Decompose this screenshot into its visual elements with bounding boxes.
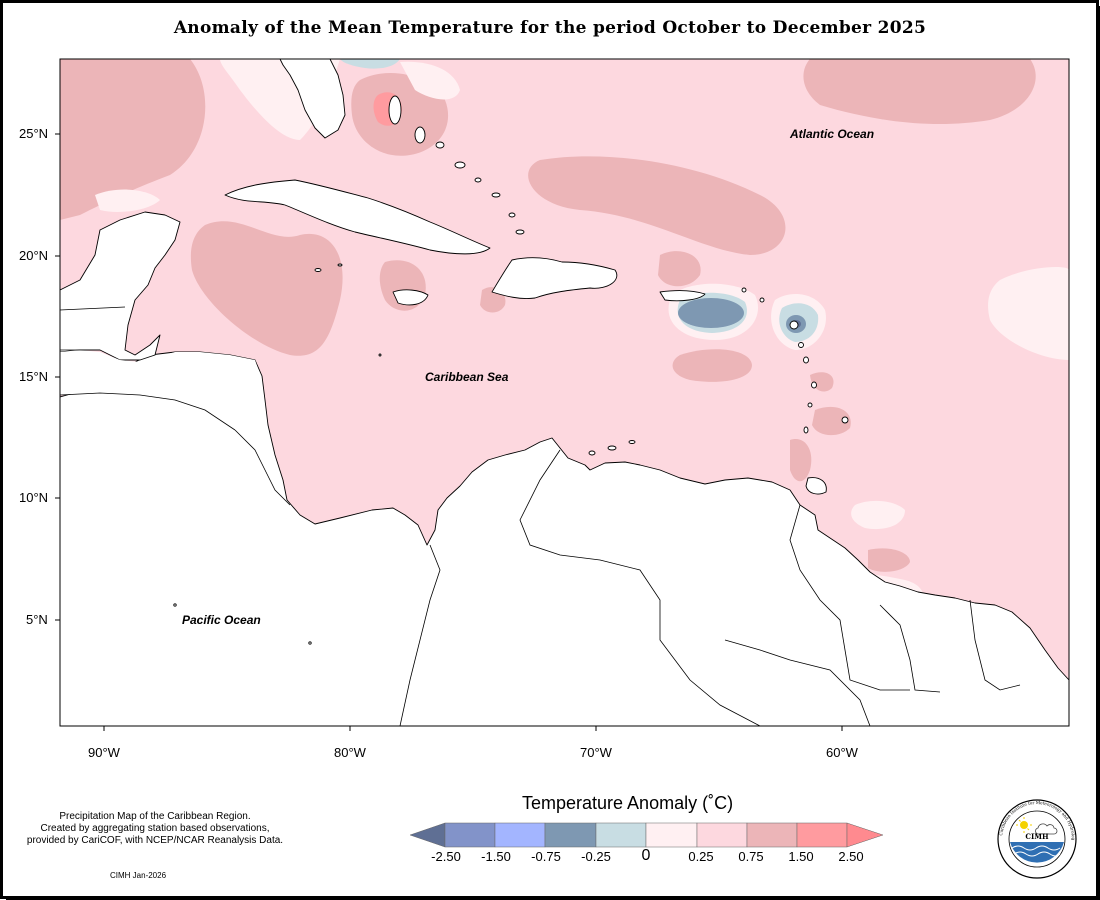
legend-tick-0-75: 0.75: [738, 849, 764, 864]
warm-anomaly-patches: [60, 59, 1036, 691]
caribbean-sea-label: Caribbean Sea: [425, 370, 509, 384]
legend-bin-1: [444, 822, 496, 848]
cloud-icon: [1035, 823, 1058, 835]
source-note-line-3: provided by CariCOF, with NCEP/NCAR Rean…: [26, 835, 284, 846]
warm-patch-atlantic-central: [528, 156, 786, 255]
warm-patch-guyana-coast: [868, 548, 910, 572]
legend-tick-neg-0-75: -0.75: [531, 849, 561, 864]
legend-bin-3: [544, 822, 597, 848]
pacific-ocean-label: Pacific Ocean: [182, 613, 261, 627]
atlantic-ocean-label: Atlantic Ocean: [790, 127, 875, 141]
legend-tick-neg-0-25: -0.25: [581, 849, 611, 864]
legend-tick-zero: 0: [641, 847, 651, 864]
warm-patch-trinidad: [790, 439, 812, 482]
legend-title: Temperature Anomaly (˚C): [522, 793, 734, 813]
lat-label-15n: 15°N: [19, 369, 49, 384]
warm-patch-caribbean-east: [672, 349, 752, 382]
legend-bin-0: [409, 822, 446, 848]
legend-colorbar: [409, 822, 884, 848]
land-masses: [60, 59, 1069, 726]
lon-label-90w: 90°W: [88, 745, 120, 760]
legend-bin-8: [796, 822, 848, 848]
land-puerto-rico: [659, 290, 706, 302]
cool-light-patch-florida: [340, 59, 400, 69]
legend-tick-0-25: 0.25: [688, 849, 714, 864]
legend-tick-1-50: 1.50: [788, 849, 814, 864]
warm-patch-puerto-rico-north: [658, 251, 701, 287]
legend-tick-neg-1-50: -1.50: [481, 849, 511, 864]
neutral-patch-bahamas: [400, 61, 460, 100]
land-florida: [279, 59, 346, 139]
lon-label-80w: 80°W: [334, 745, 366, 760]
land-trinidad: [805, 477, 827, 495]
frame-shadow-right: [1096, 6, 1100, 900]
legend-tick-2-50: 2.50: [838, 849, 864, 864]
legend-bin-2: [494, 822, 546, 848]
warm-patch-atlantic-ne: [803, 59, 1036, 125]
plot-border: [59, 58, 1070, 727]
logo-text: CIMH: [1025, 832, 1049, 841]
land-jamaica: [392, 289, 429, 306]
legend-bin-4: [595, 822, 647, 848]
warm-patch-northwest: [60, 59, 206, 220]
legend-bin-5: [645, 822, 698, 848]
source-note: Precipitation Map of the Caribbean Regio…: [0, 811, 310, 847]
land-central-south-america: [60, 351, 1069, 726]
map-title: Anomaly of the Mean Temperature for the …: [173, 18, 927, 38]
warm-patch-lesser-antilles-2: [812, 406, 851, 436]
legend-tick-neg-2-50: -2.50: [431, 849, 461, 864]
lon-label-70w: 70°W: [580, 745, 612, 760]
legend-bin-6: [696, 822, 748, 848]
land-hispaniola: [491, 257, 618, 299]
land-yucatan-mexico: [60, 59, 181, 361]
small-islands: [173, 95, 849, 645]
lat-label-5n: 5°N: [26, 612, 48, 627]
source-note-line-1: Precipitation Map of the Caribbean Regio…: [59, 811, 251, 822]
legend-bin-9: [846, 822, 884, 848]
axis-ticks: [55, 133, 843, 731]
cool-core-pr: [678, 298, 744, 328]
frame-shadow-bottom: [6, 896, 1100, 900]
lat-label-10n: 10°N: [19, 490, 49, 505]
cimh-logo: CIMH Caribbean Institute for Meteorology…: [996, 798, 1077, 879]
lat-label-20n: 20°N: [19, 248, 49, 263]
lon-label-60w: 60°W: [826, 745, 858, 760]
warm-patch-yucatan-basin: [190, 221, 343, 356]
source-note-line-2: Created by aggregating station based obs…: [40, 823, 270, 834]
neutral-patch-gulf-west: [95, 189, 160, 212]
sun-icon: [1020, 821, 1028, 829]
land-cuba: [224, 179, 491, 255]
country-borders: [60, 306, 1021, 726]
land-central-america-west: [60, 350, 262, 395]
neutral-patch-atlantic-sw: [851, 500, 905, 530]
legend-bin-7: [746, 822, 798, 848]
credit-label: CIMH Jan-2026: [110, 871, 167, 880]
lat-label-25n: 25°N: [19, 126, 49, 141]
neutral-patch-atlantic-east: [988, 267, 1069, 360]
